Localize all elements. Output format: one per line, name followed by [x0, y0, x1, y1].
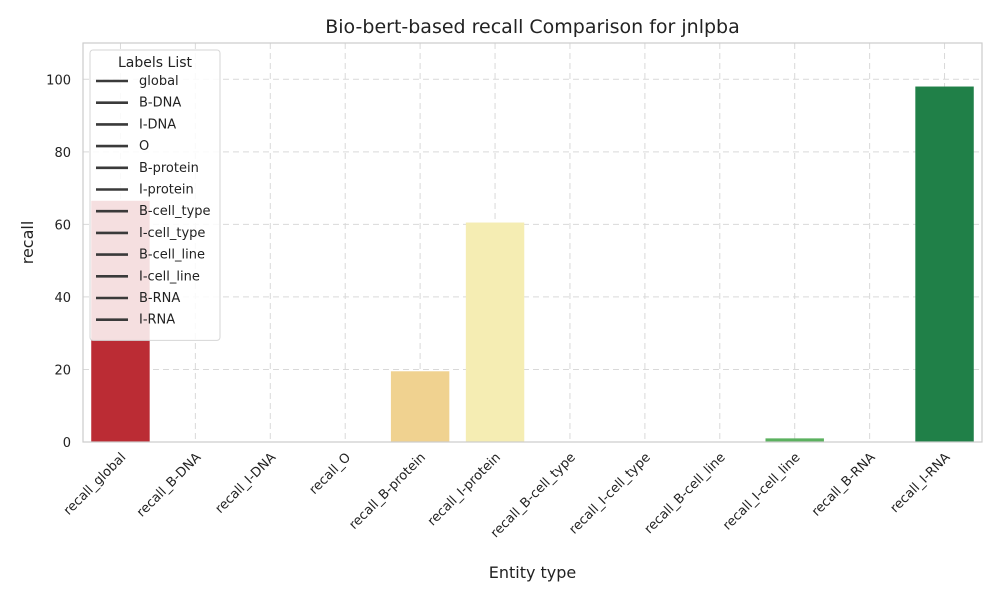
- bars: [91, 86, 974, 442]
- y-axis-title: recall: [18, 221, 37, 265]
- x-tick-label: recall_B-protein: [346, 450, 429, 533]
- bar-recall_I-protein: [465, 222, 525, 442]
- legend-title: Labels List: [118, 55, 192, 71]
- plot-area: [82, 42, 983, 443]
- x-tick-label: recall_I-protein: [425, 450, 504, 529]
- y-tick-label: 100: [46, 73, 71, 88]
- x-tick-label: recall_B-cell_type: [488, 450, 579, 541]
- legend-entry: I-cell_line: [139, 269, 200, 284]
- legend-box: [89, 49, 221, 341]
- chart-title: Bio-bert-based recall Comparison for jnl…: [325, 16, 740, 38]
- legend-entry: B-cell_line: [139, 248, 205, 263]
- legend-entry: O: [139, 139, 149, 154]
- x-tick-label: recall_B-RNA: [809, 450, 878, 519]
- legend-entry: B-DNA: [139, 96, 181, 111]
- legend-entry: B-cell_type: [139, 204, 211, 219]
- y-tick-label: 0: [63, 436, 71, 451]
- y-tick-label: 20: [54, 363, 71, 378]
- legend-entry: I-RNA: [139, 313, 175, 328]
- legend-entry: B-protein: [139, 161, 199, 176]
- legend: Labels List global B-DNA I-DNA O B-protein I-…: [89, 49, 221, 341]
- y-tick-label: 60: [54, 218, 71, 233]
- y-axis-ticks: 0 20 40 60 80 100: [46, 73, 71, 451]
- x-tick-label: recall_B-DNA: [134, 450, 204, 520]
- x-axis-title: Entity type: [489, 563, 577, 582]
- legend-entry: I-cell_type: [139, 226, 205, 241]
- bar-recall_I-cell_line: [765, 438, 824, 442]
- legend-entry: I-DNA: [139, 117, 176, 132]
- legend-entry: global: [139, 74, 179, 89]
- x-tick-label: recall_I-cell_line: [720, 450, 803, 533]
- x-tick-label: recall_I-RNA: [888, 450, 954, 516]
- x-tick-label: recall_I-cell_type: [566, 450, 653, 537]
- legend-entry: I-protein: [139, 183, 194, 198]
- y-tick-label: 80: [54, 146, 71, 161]
- x-tick-label: recall_I-DNA: [213, 450, 280, 517]
- legend-entry: B-RNA: [139, 291, 180, 306]
- x-tick-label: recall_O: [307, 450, 354, 497]
- x-axis-ticks: recall_global recall_B-DNA recall_I-DNA rec…: [61, 450, 953, 541]
- x-tick-label: recall_global: [61, 450, 129, 518]
- x-tick-label: recall_B-cell_line: [642, 450, 729, 537]
- legend-items: global B-DNA I-DNA O B-protein I-protein B-cel…: [96, 74, 211, 328]
- bar-recall_I-RNA: [915, 86, 974, 442]
- bar-recall_B-protein: [390, 371, 450, 442]
- y-tick-label: 40: [54, 291, 71, 306]
